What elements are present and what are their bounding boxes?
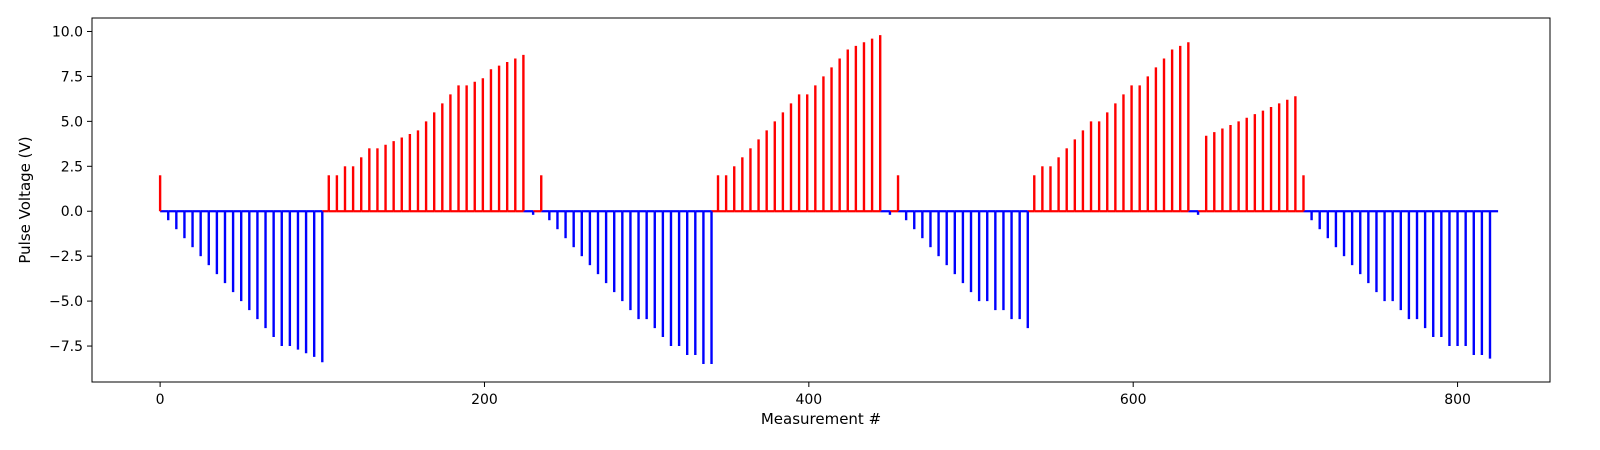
x-tick-label: 0 [156, 392, 165, 408]
x-tick-label: 800 [1444, 392, 1471, 408]
x-tick-label: 200 [471, 392, 498, 408]
y-tick-label: −7.5 [49, 339, 83, 355]
x-axis-label: Measurement # [761, 410, 881, 428]
y-tick-label: −5.0 [49, 294, 83, 310]
y-tick-label: 5.0 [61, 114, 83, 130]
y-tick-label: 0.0 [61, 204, 83, 220]
y-tick-label: −2.5 [49, 249, 83, 265]
x-axis-ticks: 0 200 400 600 800 [156, 382, 1471, 408]
x-tick-label: 400 [795, 392, 822, 408]
y-tick-label: 10.0 [52, 24, 83, 40]
y-axis-ticks: −7.5 −5.0 −2.5 0.0 2.5 5.0 7.5 10.0 [49, 24, 92, 355]
chart-marks [158, 35, 1499, 365]
y-axis-label: Pulse Voltage (V) [16, 136, 34, 263]
y-tick-label: 2.5 [61, 159, 83, 175]
y-tick-label: 7.5 [61, 69, 83, 85]
x-tick-label: 600 [1120, 392, 1147, 408]
plot-frame [91, 17, 1551, 383]
